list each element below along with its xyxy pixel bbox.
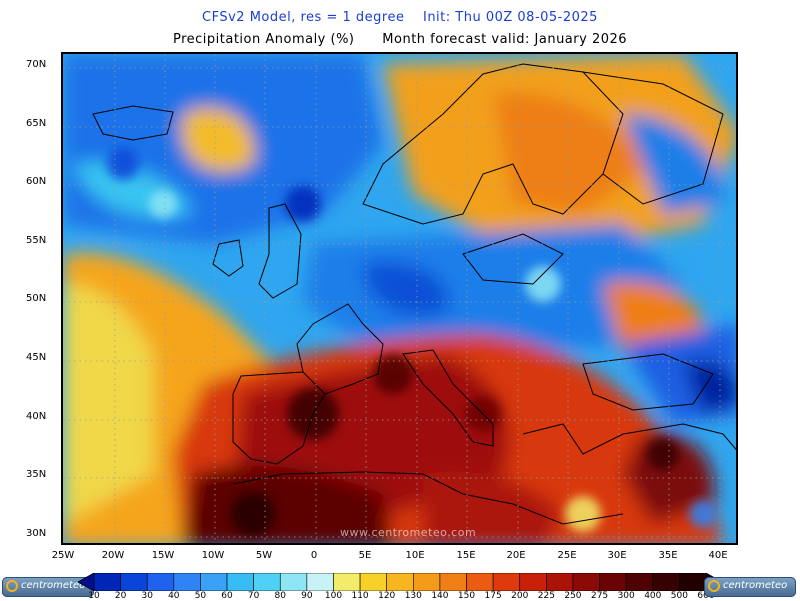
colorbar-swatch <box>625 573 654 591</box>
colorbar-tick-label: 50 <box>194 591 207 601</box>
lat-label-50n: 50N <box>26 293 47 304</box>
colorbar-swatch <box>359 573 387 591</box>
colorbar-tick-label: 225 <box>537 591 555 601</box>
colorbar-swatch <box>599 573 627 591</box>
colorbar-tick-label: 110 <box>351 591 369 601</box>
colorbar-swatch <box>226 573 254 591</box>
colorbar-tick-label: 120 <box>378 591 396 601</box>
lon-label-0: 0 <box>310 550 318 561</box>
colorbar-tick-label: 10 <box>88 591 100 601</box>
lon-label-40e: 40E <box>708 550 728 561</box>
centrometeo-logo-left: centrometeo <box>2 577 94 597</box>
colorbar-tick-label: 200 <box>511 591 529 601</box>
lon-label-15e: 15E <box>456 550 476 561</box>
lat-label-65n: 65N <box>26 118 47 129</box>
lat-label-40n: 40N <box>26 411 47 422</box>
colorbar-swatch <box>413 573 441 591</box>
lon-label-20e: 20E <box>506 550 526 561</box>
lon-label-20w: 20W <box>101 550 125 561</box>
lon-label-10e: 10E <box>405 550 425 561</box>
lon-label-25e: 25E <box>557 550 577 561</box>
colorbar-swatch <box>333 573 361 591</box>
title-line-2: Precipitation Anomaly (%) Month forecast… <box>172 32 628 47</box>
colorbar-swatch <box>652 573 680 591</box>
colorbar-tick-label: 250 <box>564 591 582 601</box>
colorbar-swatch <box>200 573 228 591</box>
lon-label-15w: 15W <box>151 550 175 561</box>
colorbar-tick-label: 175 <box>484 591 502 601</box>
colorbar-swatch <box>306 573 334 591</box>
logo-right-text: centrometeo <box>723 580 788 591</box>
lon-label-10w: 10W <box>201 550 225 561</box>
anomaly-field <box>63 54 736 543</box>
lon-label-25w: 25W <box>51 550 75 561</box>
colorbar-tick-label: 40 <box>168 591 180 601</box>
lon-label-5e: 5E <box>358 550 372 561</box>
lat-label-70n: 70N <box>26 59 47 70</box>
lat-label-35n: 35N <box>26 469 47 480</box>
colorbar-arrow-left <box>78 573 95 591</box>
colorbar-swatch <box>279 573 308 591</box>
colorbar-tick-label: 70 <box>247 591 260 601</box>
anomaly-blobs-detail <box>107 148 717 536</box>
colorbar-swatch <box>546 573 574 591</box>
coastlines <box>92 63 736 525</box>
colorbar-tick-label: 300 <box>617 591 635 601</box>
logo-left-text: centrometeo <box>21 580 86 591</box>
colorbar-swatch <box>519 573 547 591</box>
colorbar-swatch <box>253 573 281 591</box>
anomaly-blobs-base <box>63 54 736 543</box>
colorbar-tick-label: 100 <box>324 591 343 601</box>
colorbar-swatch <box>492 573 521 591</box>
map-plot-area[interactable] <box>61 52 738 545</box>
centrometeo-logo-right: centrometeo <box>704 577 796 597</box>
colorbar-swatch <box>93 573 121 591</box>
lat-label-45n: 45N <box>26 352 47 363</box>
colorbar-tick-label: 90 <box>301 591 313 601</box>
logo-ring-icon <box>6 580 18 592</box>
lat-label-55n: 55N <box>26 235 47 246</box>
title-line-1: CFSv2 Model, res = 1 degree Init: Thu 00… <box>202 10 598 25</box>
colorbar-tick-label: 500 <box>670 591 688 601</box>
colorbar-swatch <box>173 573 201 591</box>
watermark-text: www.centrometeo.com <box>340 526 477 539</box>
logo-ring-icon <box>708 580 720 592</box>
colorbar-swatch <box>572 573 600 591</box>
lat-label-60n: 60N <box>26 176 47 187</box>
colorbar-tick-label: 150 <box>457 591 476 601</box>
colorbar-tick-label: 140 <box>431 591 449 601</box>
colorbar-tick-label: 80 <box>274 591 286 601</box>
colorbar-swatch <box>120 573 148 591</box>
colorbar-swatch <box>439 573 467 591</box>
lon-label-30e: 30E <box>607 550 627 561</box>
colorbar-swatch <box>146 573 175 591</box>
lon-label-5w: 5W <box>255 550 273 561</box>
colorbar-tick-label: 60 <box>221 591 233 601</box>
lon-label-35e: 35E <box>658 550 678 561</box>
colorbar-tick-label: 30 <box>141 591 153 601</box>
colorbar-tick-label: 400 <box>644 591 662 601</box>
colorbar: centrometeo 10 20 30 40 50 60 70 80 90 100 110 120 1… <box>0 573 800 601</box>
colorbar-swatch <box>679 573 707 591</box>
colorbar-swatch <box>466 573 494 591</box>
colorbar-tick-label: 130 <box>404 591 422 601</box>
lat-label-30n: 30N <box>26 528 47 539</box>
colorbar-tick-label: 275 <box>590 591 609 601</box>
colorbar-swatches <box>78 573 722 591</box>
colorbar-tick-label: 20 <box>114 591 127 601</box>
colorbar-swatch <box>386 573 414 591</box>
